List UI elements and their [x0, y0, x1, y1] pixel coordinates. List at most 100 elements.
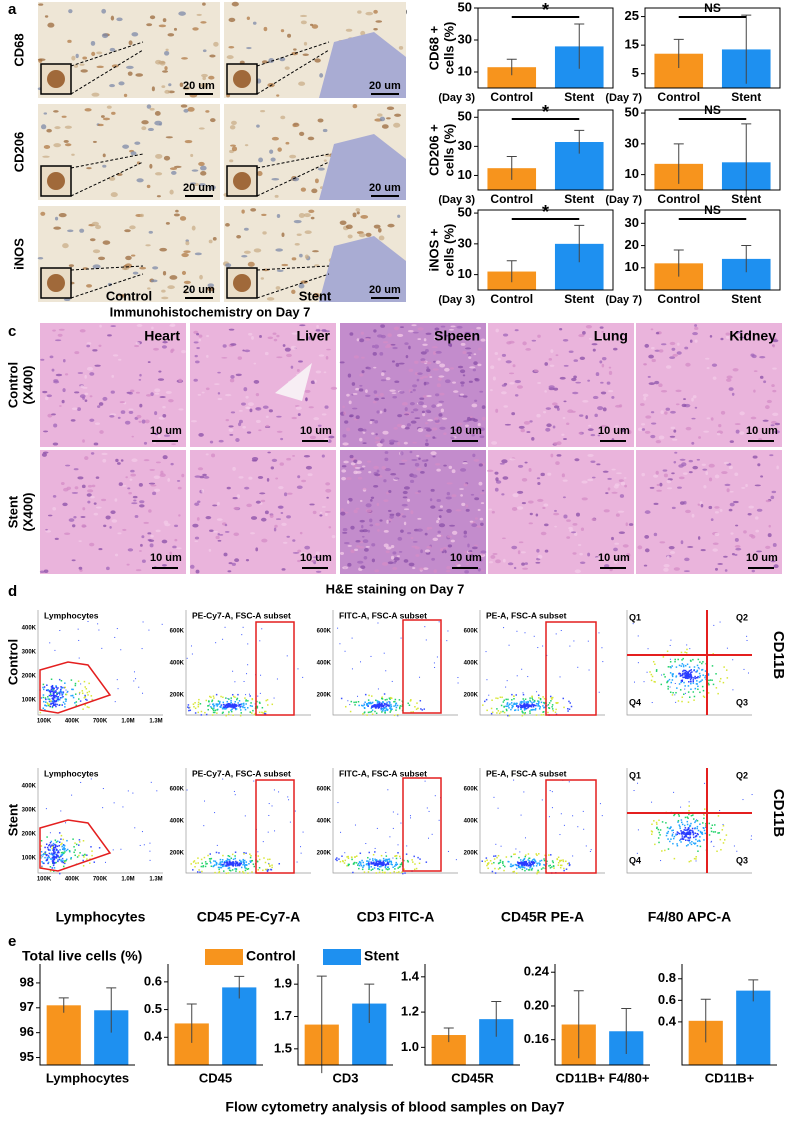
cell [468, 551, 473, 555]
event-dot [655, 821, 658, 824]
event-dot [698, 681, 701, 683]
event-dot [363, 864, 365, 867]
x-tick-label: 1.3M [149, 719, 162, 725]
cell [71, 55, 76, 61]
event-dot [225, 714, 227, 717]
cell [98, 402, 104, 406]
event-dot [698, 672, 701, 675]
cell [716, 432, 721, 436]
cell [235, 437, 240, 442]
cell [139, 373, 142, 377]
significance-label: NS [704, 203, 721, 217]
event-dot [661, 821, 664, 823]
x-axis-label: Lymphocytes [46, 1070, 129, 1085]
cell [131, 458, 138, 463]
event-dot [553, 867, 555, 869]
event-dot [85, 698, 87, 701]
event-dot [52, 864, 55, 867]
cell [194, 540, 199, 543]
cell [511, 507, 518, 511]
event-dot [433, 662, 435, 664]
day-label: (Day 3) [438, 194, 475, 206]
cell [753, 389, 756, 393]
cell [147, 532, 152, 535]
event-dot [198, 869, 200, 871]
cell [385, 546, 392, 550]
event-dot [672, 829, 674, 832]
y-tick-label: 0.5 [144, 1001, 162, 1016]
event-dot [521, 866, 523, 868]
cell [731, 552, 735, 556]
event-dot [390, 861, 393, 864]
cell [116, 294, 124, 297]
cell [574, 532, 578, 537]
event-dot [424, 626, 426, 628]
event-dot [60, 690, 62, 693]
event-dot [240, 866, 243, 869]
event-dot [538, 853, 540, 855]
cell [369, 419, 375, 421]
cell [308, 209, 315, 214]
event-dot [57, 854, 59, 857]
event-dot [55, 848, 58, 851]
cell [87, 484, 93, 488]
cell [231, 1, 239, 7]
event-dot [336, 859, 338, 862]
event-dot [266, 868, 269, 871]
cell [478, 463, 483, 467]
event-dot [373, 867, 376, 869]
event-dot [250, 702, 252, 704]
event-dot [384, 860, 387, 862]
cell [461, 502, 466, 507]
cell [260, 517, 267, 522]
event-dot [540, 701, 543, 704]
cell [308, 336, 312, 341]
event-dot [701, 679, 703, 681]
event-dot [51, 852, 53, 855]
event-dot [494, 855, 497, 857]
cell [353, 355, 359, 359]
event-dot [256, 707, 259, 709]
cell [43, 145, 51, 149]
event-dot [233, 706, 236, 709]
event-dot [656, 826, 658, 829]
cell [62, 243, 69, 249]
event-dot [384, 865, 387, 867]
event-dot [52, 859, 55, 861]
cell [79, 394, 86, 399]
event-dot [265, 710, 267, 713]
scale-label: 10 um [598, 425, 630, 437]
cell [607, 487, 611, 491]
event-dot [384, 863, 386, 866]
event-dot [228, 863, 230, 866]
y-tick-label: 200K [317, 851, 332, 857]
cell [545, 427, 551, 432]
cell [669, 356, 676, 359]
event-dot [696, 840, 699, 842]
event-dot [567, 707, 569, 710]
cell [299, 531, 303, 535]
event-dot [245, 864, 248, 866]
cell [526, 431, 531, 433]
error-bar [741, 14, 752, 84]
cell [370, 496, 375, 499]
event-dot [544, 706, 546, 708]
cell [352, 393, 358, 395]
event-dot [521, 864, 523, 867]
event-dot [236, 862, 239, 865]
inset-cell [47, 172, 65, 190]
event-dot [725, 669, 728, 671]
cell [614, 483, 620, 487]
event-dot [371, 695, 373, 697]
cell [376, 469, 380, 473]
cell [260, 109, 266, 113]
cell [286, 353, 292, 358]
event-dot [395, 706, 398, 709]
x-tick-label: Stent [564, 192, 594, 206]
event-dot [538, 871, 540, 873]
event-dot [261, 628, 263, 630]
event-dot [567, 710, 569, 712]
cell [568, 526, 573, 530]
event-dot [386, 701, 388, 704]
event-dot [669, 666, 671, 668]
